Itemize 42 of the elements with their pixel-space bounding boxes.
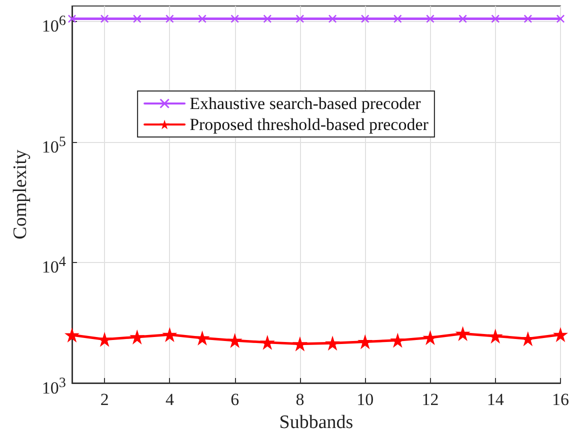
- x-tick-label: 16: [552, 390, 569, 409]
- point: [553, 327, 568, 342]
- point: [491, 14, 500, 23]
- point: [194, 330, 210, 346]
- point: [64, 328, 80, 343]
- y-tick-label: 10$^{5}$: [42, 132, 66, 159]
- point: [394, 14, 402, 23]
- y-tick-label: 10$^{4}$: [42, 253, 66, 280]
- x-tick-label: 14: [486, 390, 504, 409]
- point: [390, 332, 406, 348]
- point: [292, 336, 308, 352]
- point: [260, 334, 275, 350]
- point: [422, 330, 438, 346]
- legend-label: Exhaustive search-based precoder: [190, 94, 422, 113]
- point: [263, 14, 272, 23]
- point: [455, 326, 470, 342]
- x-tick-label: 10: [356, 390, 374, 409]
- point: [325, 336, 340, 351]
- point: [361, 14, 370, 23]
- x-axis-title: Subbands: [279, 412, 354, 433]
- x-tick-label: 12: [422, 390, 439, 409]
- point: [230, 14, 239, 23]
- x-tick-label: 8: [296, 390, 304, 409]
- point: [358, 334, 373, 350]
- point: [100, 14, 109, 23]
- x-tick-label: 4: [165, 390, 174, 409]
- point: [130, 329, 145, 344]
- legend-label: Proposed threshold-based precoder: [190, 115, 429, 134]
- point: [556, 14, 564, 23]
- point: [328, 14, 337, 23]
- x-tick-label: 6: [230, 390, 240, 409]
- point: [68, 14, 76, 23]
- point: [488, 328, 503, 344]
- y-tick-label: 10$^{3}$: [42, 374, 66, 400]
- point: [133, 14, 142, 23]
- y-axis-title: Complexity: [10, 149, 31, 240]
- point: [227, 333, 242, 348]
- point: [162, 327, 178, 342]
- y-tick-label: 10$^{6}$: [42, 12, 66, 38]
- point: [524, 14, 532, 23]
- x-tick-label: 2: [100, 390, 109, 409]
- point: [296, 14, 304, 23]
